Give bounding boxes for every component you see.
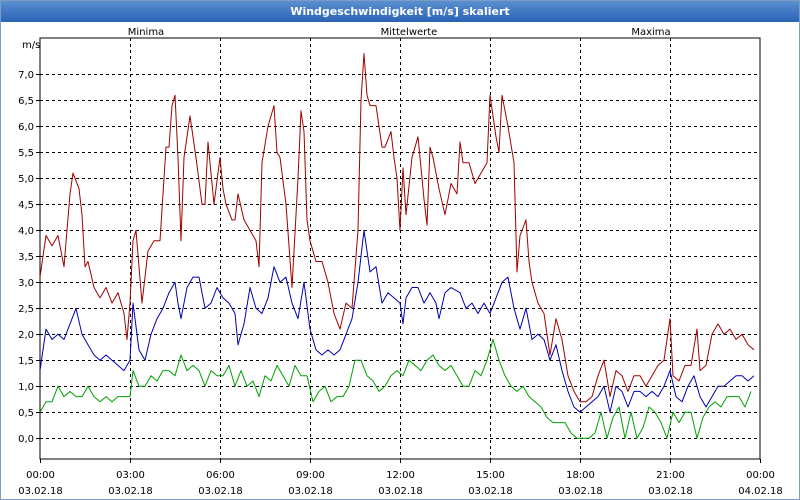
x-tick-time: 12:00 [386, 470, 415, 481]
legend-minima: Minima [128, 27, 164, 38]
y-axis: 0,0 0,5 1,0 1,5 2,0 2,5 3,0 3,5 4,0 4,5 5,0 5,5 6,0 6… [18, 70, 40, 445]
legend-maxima: Maxima [631, 27, 670, 38]
y-tick-label: 1,5 [18, 356, 34, 367]
x-tick-date: 03.02.18 [108, 486, 153, 497]
x-tick-time: 21:00 [656, 470, 685, 481]
x-tick-date: 04.02.18 [738, 486, 783, 497]
x-tick-time: 09:00 [296, 470, 325, 481]
y-tick-label: 6,5 [18, 96, 34, 107]
y-tick-label: 2,0 [18, 330, 34, 341]
y-tick-label: 3,0 [18, 278, 34, 289]
series-line-mittelwerte [39, 229, 755, 413]
x-tick-time: 06:00 [206, 470, 235, 481]
y-tick-label: 0,0 [18, 434, 34, 445]
y-tick-label: 0,5 [18, 408, 34, 419]
y-tick-label: 4,5 [18, 200, 34, 211]
x-tick-time: 15:00 [476, 470, 505, 481]
x-tick-date: 03.02.18 [198, 486, 243, 497]
x-tick-time: 18:00 [566, 470, 595, 481]
series-line-minima [39, 339, 752, 439]
y-tick-label: 6,0 [18, 122, 34, 133]
y-axis-label: m/s [22, 40, 40, 51]
x-tick-date: 03.02.18 [558, 486, 603, 497]
y-tick-label: 7,0 [18, 70, 34, 81]
y-tick-label: 4,0 [18, 226, 34, 237]
y-tick-label: 5,5 [18, 148, 34, 159]
series-line-maxima [39, 53, 755, 403]
window-title: Windgeschwindigkeit [m/s] skaliert [1, 1, 799, 22]
y-tick-label: 3,5 [18, 252, 34, 263]
legend-mittelwerte: Mittelwerte [381, 27, 438, 38]
x-axis: 00:00 03.02.18 03:00 03.02.18 06:00 03.02.18 0… [18, 459, 783, 497]
y-tick-label: 5,0 [18, 174, 34, 185]
x-tick-time: 03:00 [116, 470, 145, 481]
x-tick-date: 03.02.18 [378, 486, 423, 497]
x-tick-date: 03.02.18 [468, 486, 513, 497]
x-tick-date: 03.02.18 [288, 486, 333, 497]
x-tick-time: 00:00 [26, 470, 55, 481]
series-lines [39, 53, 755, 439]
y-tick-label: 1,0 [18, 382, 34, 393]
x-tick-date: 03.02.18 [648, 486, 693, 497]
x-tick-time: 00:00 [746, 470, 775, 481]
y-tick-label: 2,5 [18, 304, 34, 315]
x-tick-date: 03.02.18 [18, 486, 63, 497]
